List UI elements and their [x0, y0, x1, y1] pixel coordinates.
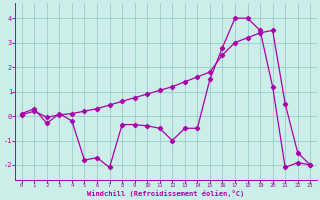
X-axis label: Windchill (Refroidissement éolien,°C): Windchill (Refroidissement éolien,°C)	[87, 190, 244, 197]
